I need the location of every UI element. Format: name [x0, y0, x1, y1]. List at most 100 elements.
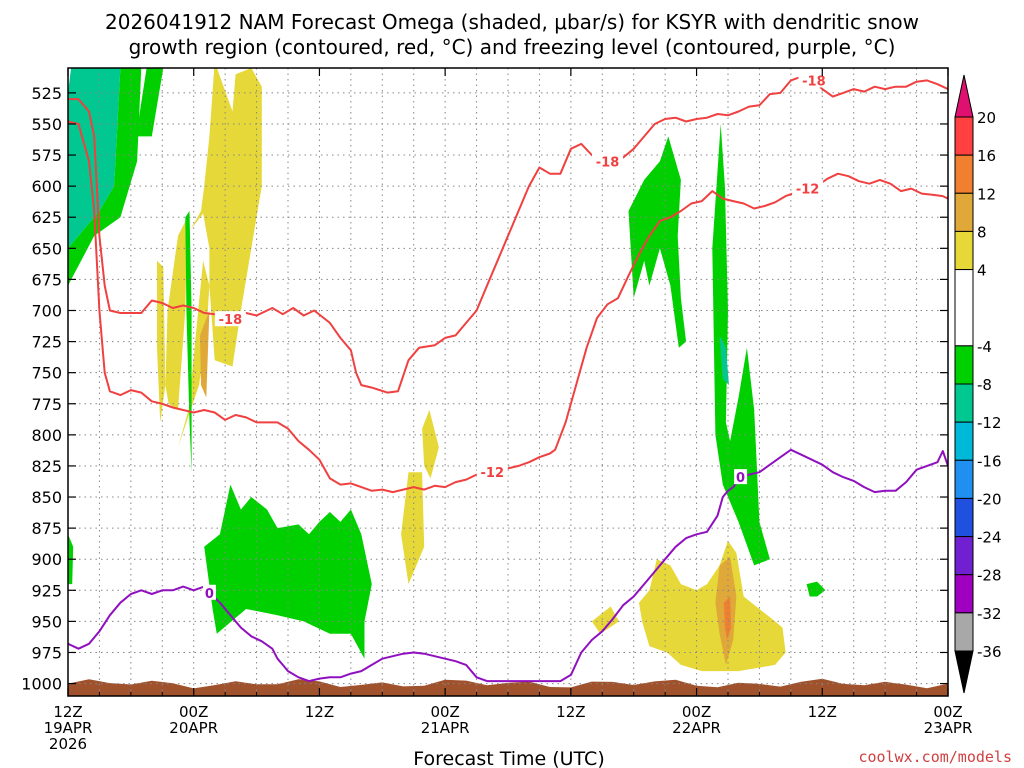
contour-label-0-1: -18	[596, 155, 620, 170]
colorbar-tick--32: -32	[977, 605, 1002, 623]
colorbar-tick--36: -36	[977, 643, 1002, 661]
xtick-label-60-1: 22APR	[672, 719, 721, 737]
xtick-label-12-0: 00Z	[179, 703, 208, 721]
ytick-label-775: 775	[31, 395, 62, 414]
ytick-label-700: 700	[31, 301, 62, 320]
omega-region-3	[157, 260, 166, 423]
xtick-label-24-0: 12Z	[305, 703, 334, 721]
ytick-label-925: 925	[31, 581, 62, 600]
contour-label-bg	[798, 72, 830, 88]
contour-label-2-0: 0	[205, 587, 214, 602]
omega-region-16	[806, 581, 826, 597]
xtick-label-0-2: 2026	[49, 735, 87, 753]
omega-region-18	[639, 540, 786, 672]
contour-label-bg	[476, 464, 508, 480]
omega-region-1	[68, 68, 142, 286]
colorbar-bin-0	[954, 116, 974, 156]
contour-label-bg	[202, 584, 216, 600]
contour-label-bg	[214, 311, 246, 327]
ytick-label-950: 950	[31, 612, 62, 631]
ytick-label-900: 900	[31, 550, 62, 569]
omega-region-10	[204, 484, 372, 659]
ytick-label-675: 675	[31, 270, 62, 289]
ytick-label-725: 725	[31, 333, 62, 352]
grid-lines	[68, 68, 948, 696]
contour-label-2-1: 0	[736, 471, 745, 486]
colorbar-bin-6	[954, 383, 974, 423]
omega-region-15	[719, 335, 729, 386]
xtick-label-12-1: 20APR	[169, 719, 218, 737]
colorbar-tick-8: 8	[977, 223, 987, 241]
colorbar-tick--24: -24	[977, 529, 1002, 547]
contour-label-bg	[592, 153, 624, 169]
omega-region-20	[723, 596, 732, 640]
colorbar-tick-20: 20	[977, 109, 996, 127]
ytick-label-1000: 1000	[21, 675, 62, 694]
ytick-label-875: 875	[31, 519, 62, 538]
xtick-label-36-0: 00Z	[430, 703, 459, 721]
colorbar-bin-7	[954, 421, 974, 461]
xtick-label-72-0: 12Z	[808, 703, 837, 721]
colorbar-bin-2	[954, 192, 974, 232]
contour-label-1-0: -12	[481, 466, 505, 481]
ytick-label-850: 850	[31, 488, 62, 507]
omega-region-13	[628, 136, 687, 348]
colorbar-tick--4: -4	[977, 338, 992, 356]
xtick-label-60-0: 00Z	[682, 703, 711, 721]
ytick-label-525: 525	[31, 84, 62, 103]
contour-labels: -18 -18 -18 -12 -12 0 0	[202, 72, 830, 602]
colorbar-bin-5	[954, 345, 974, 385]
omega-region-7	[165, 217, 188, 410]
xtick-label-36-1: 21APR	[421, 719, 470, 737]
colorbar-tick-4: 4	[977, 262, 987, 280]
omega-region-4	[190, 68, 262, 367]
xtick-label-84-1: 23APR	[924, 719, 973, 737]
x-axis-label: Forecast Time (UTC)	[413, 748, 604, 768]
colorbar-bin-8	[954, 459, 974, 499]
colorbar-bin-10	[954, 536, 974, 576]
ytick-label-650: 650	[31, 239, 62, 258]
omega-region-5	[178, 260, 210, 448]
ytick-label-825: 825	[31, 457, 62, 476]
colorbar-tick--28: -28	[977, 567, 1002, 585]
colorbar-bin-4	[954, 269, 974, 347]
omega-region-14	[712, 124, 770, 566]
y-axis-ticks: 525 550 575 600 625 650 675 700 725 750 775 800 825 8…	[21, 84, 948, 694]
omega-region-6	[200, 310, 210, 398]
colorbar-tick-16: 16	[977, 147, 996, 165]
colorbar-bin-9	[954, 497, 974, 538]
colorbar-tick--16: -16	[977, 452, 1002, 470]
omega-region-11	[401, 472, 425, 585]
ytick-label-800: 800	[31, 426, 62, 445]
colorbar-tick--8: -8	[977, 376, 992, 394]
colorbar-tick-12: 12	[977, 185, 996, 203]
ytick-label-625: 625	[31, 208, 62, 227]
credit-text: coolwx.com/models	[858, 748, 1012, 766]
ytick-label-600: 600	[31, 177, 62, 196]
colorbar: 20 16 12 8 4 -4 -8 -12 -16 -20 -24 -28 -32 -36	[954, 74, 1002, 694]
omega-region-8	[185, 211, 192, 473]
omega-region-17	[591, 606, 619, 634]
colorbar-top-arrow	[954, 74, 974, 118]
contour-label-bg	[734, 469, 748, 485]
contour-label-0-0: -18	[219, 313, 243, 328]
xtick-label-0-0: 12Z	[53, 703, 82, 721]
xtick-label-84-0: 00Z	[933, 703, 962, 721]
colorbar-bin-1	[954, 154, 974, 194]
ytick-label-750: 750	[31, 364, 62, 383]
omega-region-0	[68, 68, 121, 249]
colorbar-bin-12	[954, 612, 974, 652]
omega-shaded-regions	[68, 68, 826, 672]
ytick-label-975: 975	[31, 643, 62, 662]
colorbar-bin-11	[954, 574, 974, 614]
contour-label-0-2: -18	[802, 74, 826, 89]
colorbar-bin-3	[954, 230, 974, 271]
colorbar-bottom-arrow	[954, 650, 974, 694]
xtick-label-0-1: 19APR	[44, 719, 93, 737]
chart-title-line-1: 2026041912 NAM Forecast Omega (shaded, μ…	[105, 10, 919, 34]
colorbar-tick--20: -20	[977, 490, 1002, 508]
ytick-label-575: 575	[31, 146, 62, 165]
xtick-label-48-0: 12Z	[556, 703, 585, 721]
